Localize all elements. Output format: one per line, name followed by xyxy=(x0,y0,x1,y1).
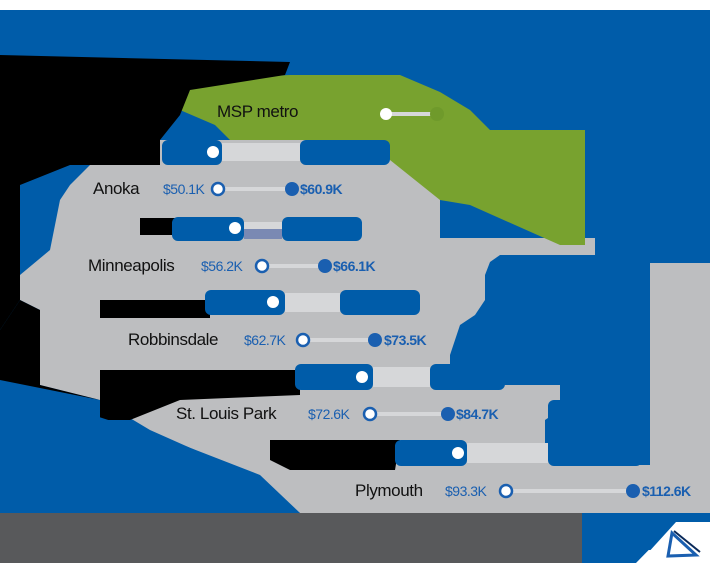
row-label-msp-metro: MSP metro xyxy=(217,102,299,121)
value-anoka-high: $60.9K xyxy=(300,181,343,197)
row-label-robbinsdale: Robbinsdale xyxy=(128,330,219,349)
value-robbinsdale-high: $73.5K xyxy=(384,332,427,348)
value-stlouispark-high: $84.7K xyxy=(456,406,499,422)
row-label-st-louis-park: St. Louis Park xyxy=(176,404,277,423)
value-minneapolis-high: $66.1K xyxy=(333,258,376,274)
row-label-plymouth: Plymouth xyxy=(355,481,423,500)
value-plymouth-high: $112.6K xyxy=(642,483,691,499)
row-label-minneapolis: Minneapolis xyxy=(88,256,175,275)
value-stlouispark-low: $72.6K xyxy=(308,406,350,422)
value-robbinsdale-low: $62.7K xyxy=(244,332,286,348)
value-anoka-low: $50.1K xyxy=(163,181,205,197)
logo-icon xyxy=(666,530,701,558)
value-minneapolis-low: $56.2K xyxy=(201,258,243,274)
row-label-anoka: Anoka xyxy=(93,179,140,198)
value-plymouth-low: $93.3K xyxy=(445,483,487,499)
source-bar xyxy=(0,513,582,563)
